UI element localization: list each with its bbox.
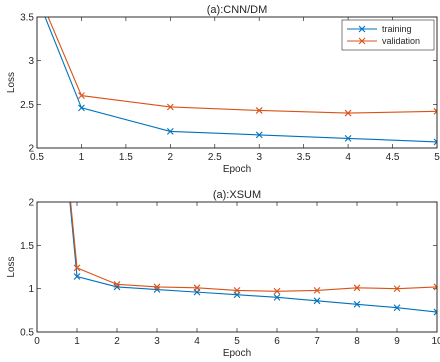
series-line-validation [47,17,437,114]
y-tick-label: 3 [28,56,34,67]
x-tick-label: 0.5 [30,152,44,163]
data-point-training [313,297,321,305]
y-tick-label: 1 [28,284,34,295]
data-point-validation [113,280,121,288]
data-point-training [73,273,81,280]
x-tick-label: 10 [431,336,440,347]
data-point-training [353,300,361,308]
x-tick-label: 4.5 [386,152,400,163]
x-tick-label: 3 [256,152,262,163]
y-axis-label: Loss [6,72,17,93]
data-point-validation [233,287,241,294]
plot-area [69,202,437,316]
data-point-training [166,128,174,135]
chart-title: (a):XSUM [213,189,261,201]
data-point-training [344,135,352,142]
chart-title: (a):CNN/DM [207,4,268,16]
chart-cnn: (a):CNN/DM 0.5 1 1.5 2 2.5 3 3.5 4 4.5 5 2 2.5 3 3.5 Ep… [6,4,440,175]
x-axis-label: Epoch [223,348,251,359]
legend-label-training: training [382,24,412,34]
series-line-training [44,17,437,143]
data-point-validation [433,107,437,115]
x-tick-label: 4 [194,336,200,347]
x-tick-label: 2 [168,152,174,163]
x-tick-label: 2.5 [208,152,222,163]
data-point-training [433,138,437,146]
x-tick-label: 9 [394,336,400,347]
y-tick-label: 2 [28,198,34,209]
x-tick-label: 7 [314,336,320,347]
data-point-training [433,308,437,316]
data-point-training [393,304,401,312]
axes-frame [36,201,438,333]
y-axis-label: Loss [6,256,17,277]
chart-xsum: (a):XSUM 0 1 2 3 4 5 6 7 8 9 10 0.5 1 1.5 2 Epoch Loss [6,189,440,359]
data-point-validation [255,107,263,114]
y-tick-label: 3.5 [20,13,34,24]
data-point-validation [193,284,201,292]
data-point-validation [353,284,361,292]
y-tick-label: 0.5 [20,328,34,339]
legend-box [341,19,435,51]
x-tick-label: 3.5 [297,152,311,163]
data-point-validation [78,92,85,99]
x-tick-label: 4 [345,152,351,163]
x-tick-label: 8 [354,336,360,347]
data-point-validation [433,283,437,291]
data-point-validation [313,287,321,294]
y-tick-label: 2.5 [20,100,34,111]
plot-area [44,17,437,146]
data-point-validation [73,264,81,272]
data-point-training [273,293,281,301]
axes-box [36,201,438,333]
x-tick-label: 3 [154,336,160,347]
x-axis-label: Epoch [223,164,251,175]
x-tick-label: 1.5 [119,152,133,163]
legend-marker-training [358,25,366,33]
data-point-validation [166,103,174,111]
data-point-validation [153,283,161,291]
x-tick-label: 2 [114,336,120,347]
y-tick-label: 2 [28,144,34,155]
data-point-training [255,131,263,139]
y-tick-label: 1.5 [20,241,34,252]
data-point-validation [344,109,352,117]
axes-frame [36,16,438,149]
x-tick-label: 1 [74,336,80,347]
x-tick-label: 1 [79,152,85,163]
data-point-validation [393,285,401,293]
x-tick-label: 0 [34,336,40,347]
legend: training validation [341,19,435,51]
data-point-training [153,286,161,293]
legend-label-validation: validation [382,36,420,46]
x-tick-label: 6 [274,336,280,347]
data-point-training [78,104,85,112]
x-tick-label: 5 [434,152,440,163]
data-point-validation [273,287,281,295]
x-tick-label: 5 [234,336,240,347]
legend-marker-validation [358,37,366,45]
